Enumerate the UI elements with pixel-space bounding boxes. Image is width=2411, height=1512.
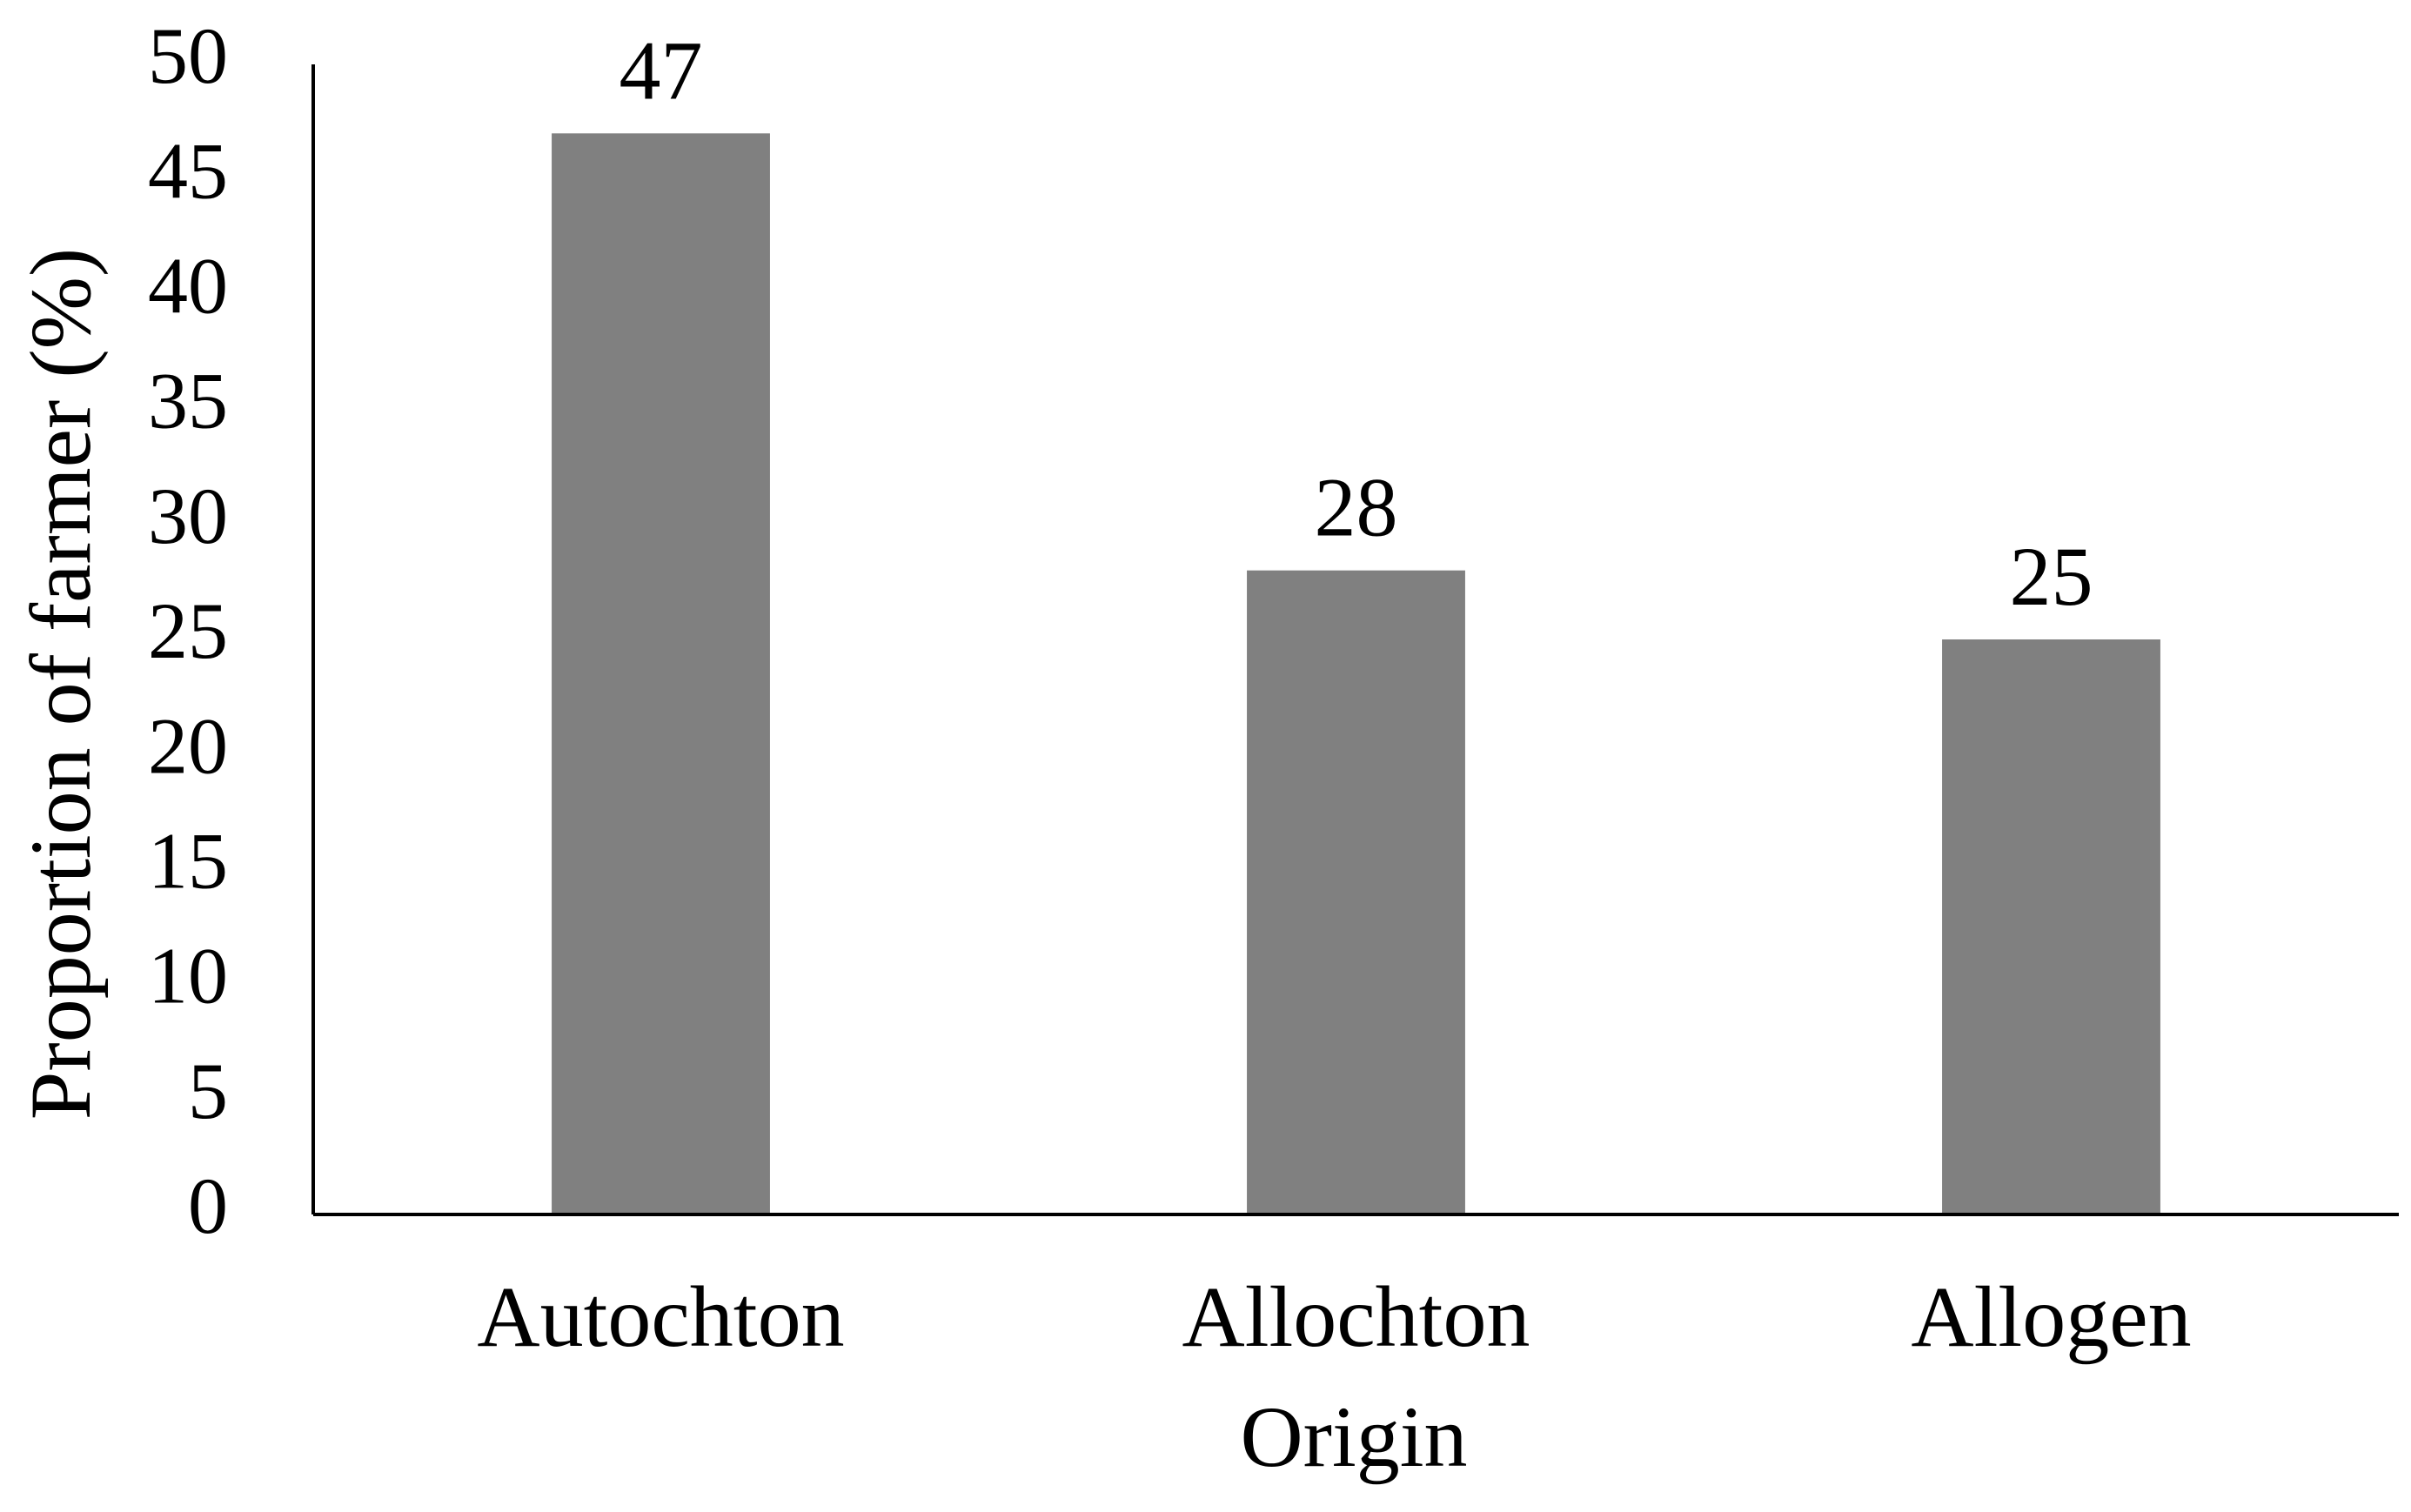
y-tick-label: 20 — [148, 701, 228, 790]
y-tick-label: 30 — [148, 472, 228, 560]
y-tick-label: 10 — [148, 932, 228, 1020]
y-tick-label: 40 — [148, 242, 228, 331]
bar — [1942, 639, 2160, 1214]
x-tick-label: Allochton — [1182, 1268, 1530, 1365]
x-tick-label: Autochton — [477, 1268, 844, 1365]
x-axis-title: Origin — [1240, 1388, 1467, 1485]
bar — [552, 133, 770, 1214]
bar — [1247, 570, 1465, 1214]
value-label: 47 — [619, 23, 703, 117]
y-tick-label: 35 — [148, 357, 228, 445]
y-tick-label: 5 — [188, 1047, 228, 1135]
y-tick-label: 45 — [148, 126, 228, 215]
value-label: 25 — [2010, 530, 2093, 623]
y-tick-label: 50 — [148, 11, 228, 100]
value-label: 28 — [1315, 461, 1398, 554]
x-tick-label: Allogen — [1911, 1268, 2191, 1365]
y-tick-label: 25 — [148, 586, 228, 675]
y-axis-title: Proportion of farmer (%) — [12, 248, 109, 1120]
y-tick-label: 0 — [188, 1161, 228, 1250]
y-tick-label: 15 — [148, 817, 228, 906]
